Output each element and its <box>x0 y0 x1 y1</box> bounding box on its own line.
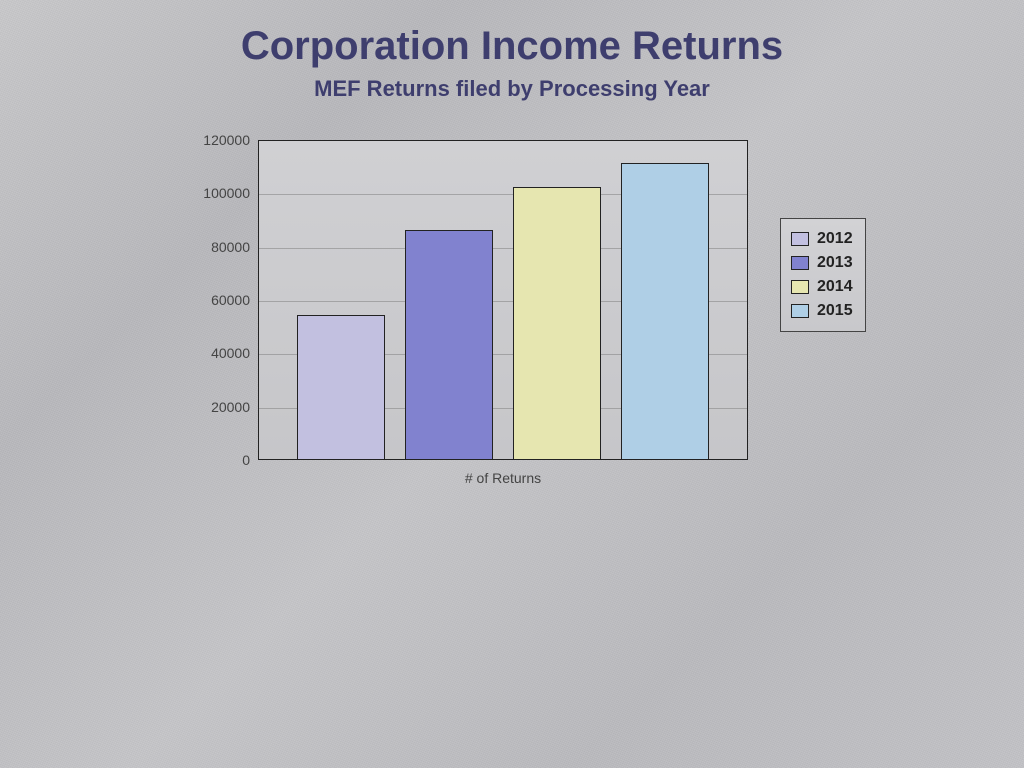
legend-swatch <box>791 304 809 318</box>
legend-item-2014: 2014 <box>791 275 853 299</box>
x-axis-label: # of Returns <box>258 470 748 486</box>
subtitle: MEF Returns filed by Processing Year <box>0 76 1024 102</box>
bars-group <box>259 141 747 459</box>
legend-item-2012: 2012 <box>791 227 853 251</box>
y-tick-label: 20000 <box>100 399 250 415</box>
legend-label: 2015 <box>817 302 853 320</box>
plot-area <box>258 140 748 460</box>
y-tick-label: 80000 <box>100 239 250 255</box>
legend-swatch <box>791 232 809 246</box>
legend-item-2015: 2015 <box>791 299 853 323</box>
y-tick-label: 0 <box>100 452 250 468</box>
bar-2012 <box>297 315 385 459</box>
y-tick-label: 60000 <box>100 292 250 308</box>
legend-swatch <box>791 280 809 294</box>
bar-2013 <box>405 230 493 459</box>
bar-2015 <box>621 163 709 459</box>
legend-item-2013: 2013 <box>791 251 853 275</box>
returns-bar-chart: 020000400006000080000100000120000 # of R… <box>90 140 870 520</box>
legend-label: 2012 <box>817 230 853 248</box>
y-tick-label: 120000 <box>100 132 250 148</box>
main-title: Corporation Income Returns <box>0 24 1024 69</box>
y-tick-label: 40000 <box>100 345 250 361</box>
bar-2014 <box>513 187 601 459</box>
legend: 2012 2013 2014 2015 <box>780 218 866 332</box>
legend-swatch <box>791 256 809 270</box>
legend-label: 2014 <box>817 278 853 296</box>
y-tick-label: 100000 <box>100 185 250 201</box>
legend-label: 2013 <box>817 254 853 272</box>
